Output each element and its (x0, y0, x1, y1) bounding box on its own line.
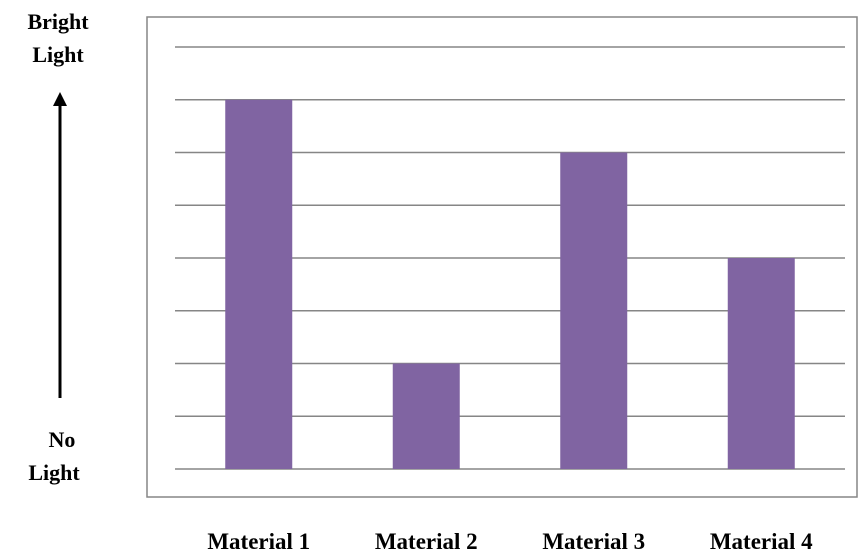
category-label: Material 3 (542, 529, 645, 554)
category-labels: Material 1 Material 2 Material 3 Material 4 (207, 529, 813, 554)
y-bottom-label-line1: No (49, 427, 76, 452)
category-label: Material 2 (375, 529, 478, 554)
bar-material-3 (560, 152, 628, 469)
bar-material-1 (225, 99, 293, 469)
category-label: Material 4 (710, 529, 813, 554)
up-arrow-head-icon (53, 92, 67, 106)
chart-frame (146, 16, 858, 498)
category-label: Material 1 (207, 529, 310, 554)
bars (225, 99, 795, 469)
y-top-label-line2: Light (32, 42, 84, 67)
y-top-label-line1: Bright (27, 9, 89, 34)
bar-material-4 (727, 258, 795, 469)
y-bottom-label-line2: Light (28, 460, 80, 485)
bar-material-2 (392, 363, 460, 469)
